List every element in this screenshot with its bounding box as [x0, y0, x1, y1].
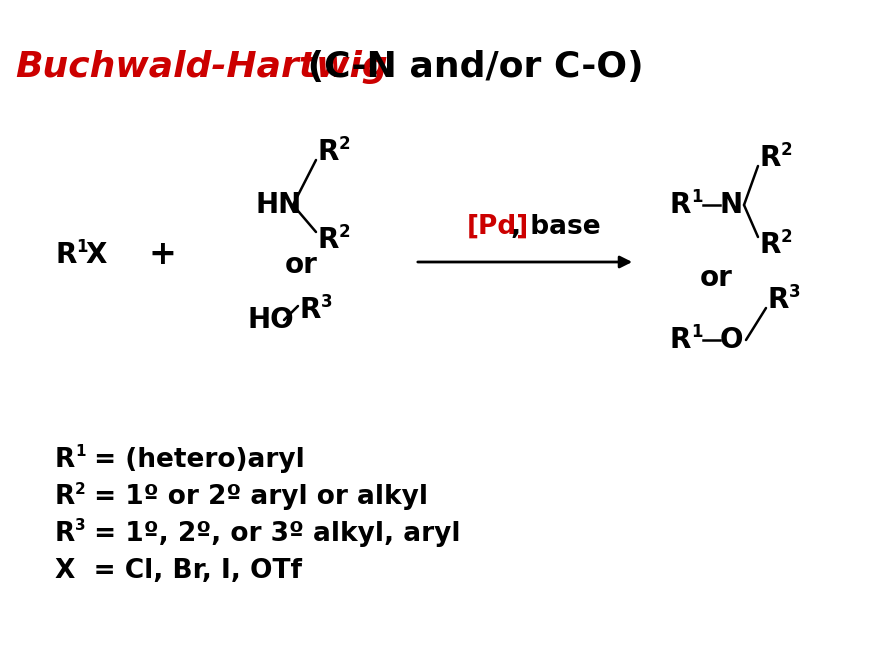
Text: 3: 3 [321, 293, 333, 311]
Text: O: O [720, 326, 744, 354]
Text: 3: 3 [75, 518, 85, 533]
Text: R: R [318, 138, 340, 166]
Text: or: or [285, 251, 318, 279]
Text: = (hetero)aryl: = (hetero)aryl [85, 447, 304, 473]
Text: , base: , base [511, 214, 601, 240]
Text: = 1º, 2º, or 3º alkyl, aryl: = 1º, 2º, or 3º alkyl, aryl [85, 521, 460, 547]
Text: R: R [670, 191, 692, 219]
Text: 2: 2 [781, 141, 793, 159]
Text: R: R [768, 286, 789, 314]
Text: N: N [720, 191, 743, 219]
Text: R: R [670, 326, 692, 354]
Text: = 1º or 2º aryl or alkyl: = 1º or 2º aryl or alkyl [85, 484, 428, 510]
Text: R: R [55, 484, 76, 510]
Text: R: R [55, 521, 76, 547]
Text: R: R [318, 226, 340, 254]
Text: 1: 1 [76, 238, 87, 256]
Text: 1: 1 [691, 188, 702, 206]
Text: 2: 2 [339, 223, 350, 241]
Text: X  = Cl, Br, I, OTf: X = Cl, Br, I, OTf [55, 558, 302, 584]
Text: HO: HO [248, 306, 295, 334]
Text: +: + [148, 239, 176, 271]
Text: X: X [85, 241, 106, 269]
Text: or: or [700, 264, 733, 292]
Text: 3: 3 [789, 283, 801, 301]
Text: 2: 2 [339, 135, 350, 153]
Text: R: R [55, 241, 77, 269]
Text: R: R [760, 231, 781, 259]
Text: (C-N and/or C-O): (C-N and/or C-O) [295, 50, 643, 84]
Text: R: R [300, 296, 321, 324]
Text: Buchwald-Hartwig: Buchwald-Hartwig [15, 50, 388, 84]
Text: R: R [55, 447, 76, 473]
Text: [Pd]: [Pd] [467, 214, 529, 240]
Text: 1: 1 [691, 323, 702, 341]
Text: 2: 2 [75, 481, 85, 497]
Text: 1: 1 [75, 445, 85, 460]
Text: HN: HN [255, 191, 301, 219]
Text: 2: 2 [781, 228, 793, 246]
Text: R: R [760, 144, 781, 172]
